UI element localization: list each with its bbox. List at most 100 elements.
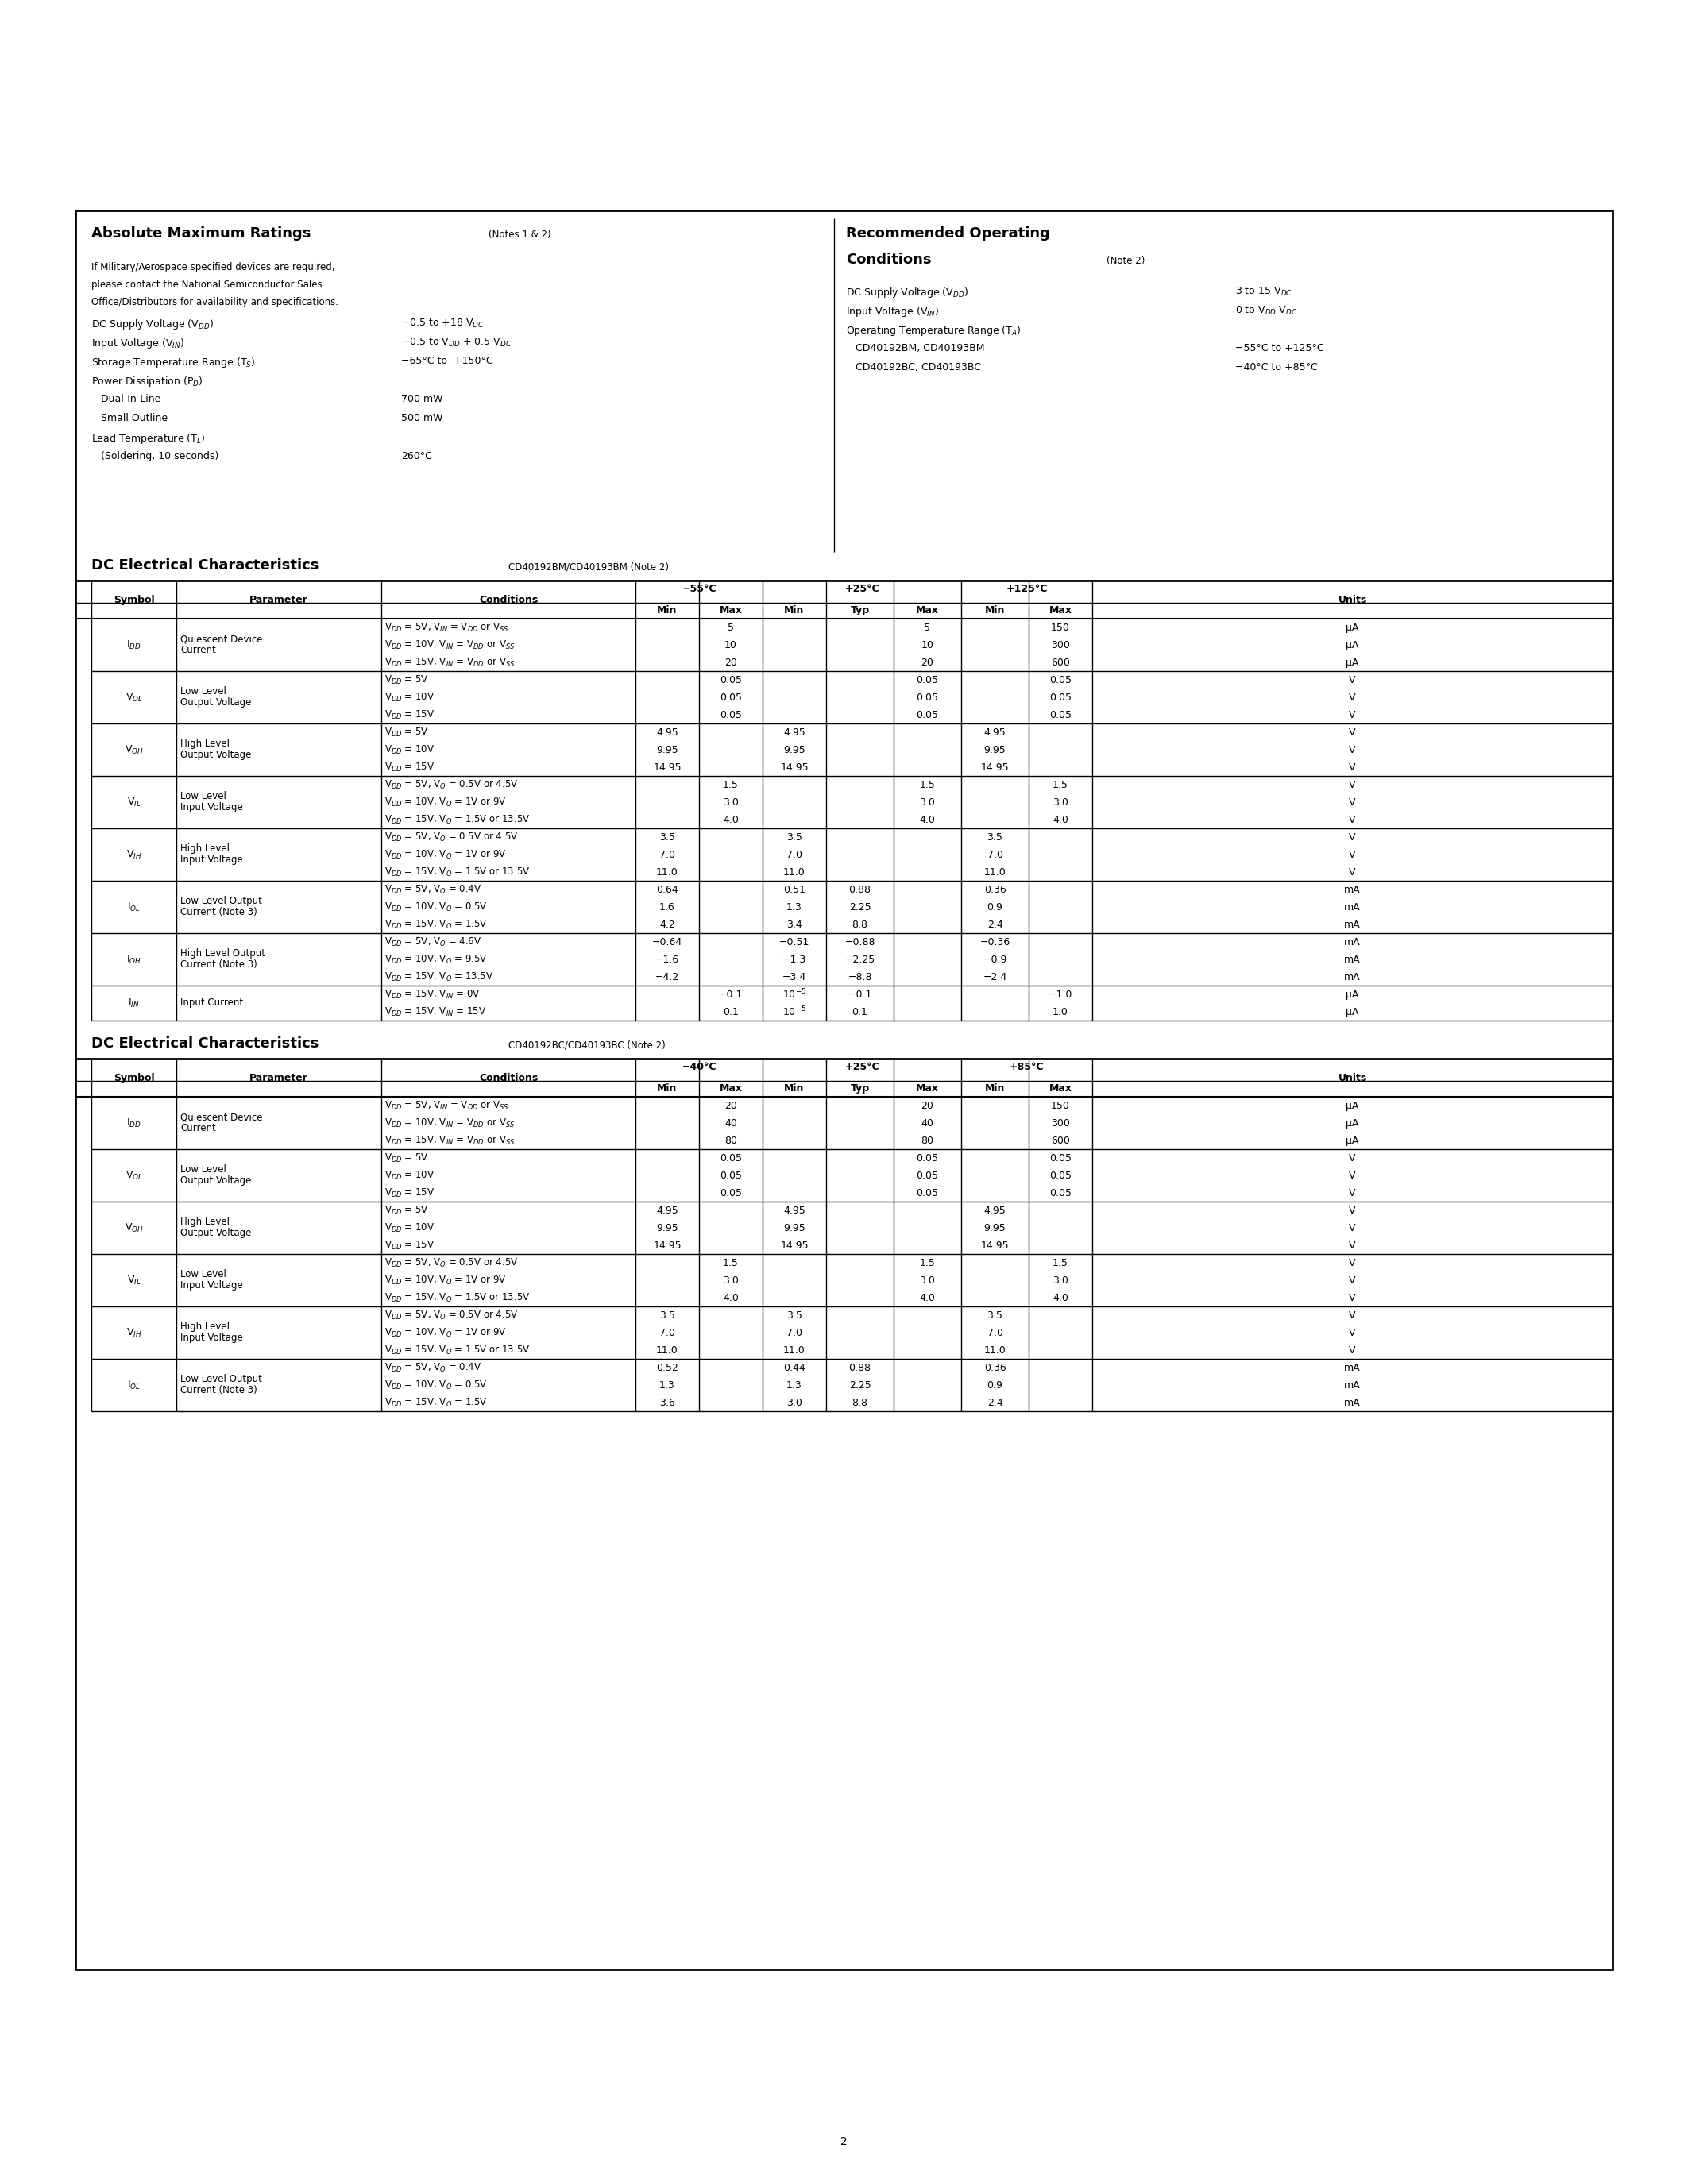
Bar <box>76 210 1612 1970</box>
Text: 0.44: 0.44 <box>783 1363 805 1374</box>
Text: Min: Min <box>984 1083 1004 1094</box>
Text: V: V <box>1349 850 1355 860</box>
Text: 10$^{-5}$: 10$^{-5}$ <box>782 1005 807 1018</box>
Text: V$_{DD}$ = 5V, V$_{IN}$ = V$_{DD}$ or V$_{SS}$: V$_{DD}$ = 5V, V$_{IN}$ = V$_{DD}$ or V$… <box>385 622 510 633</box>
Text: Low Level: Low Level <box>181 1269 226 1280</box>
Text: 300: 300 <box>1052 640 1070 651</box>
Text: DC Electrical Characteristics: DC Electrical Characteristics <box>91 559 319 572</box>
Text: 1.0: 1.0 <box>1053 1007 1069 1018</box>
Text: V$_{DD}$ = 5V, V$_O$ = 0.4V: V$_{DD}$ = 5V, V$_O$ = 0.4V <box>385 885 481 895</box>
Text: V$_{DD}$ = 5V, V$_O$ = 0.4V: V$_{DD}$ = 5V, V$_O$ = 0.4V <box>385 1361 481 1374</box>
Text: Current (Note 3): Current (Note 3) <box>181 906 257 917</box>
Text: Max: Max <box>917 1083 939 1094</box>
Text: 7.0: 7.0 <box>660 1328 675 1339</box>
Text: 4.95: 4.95 <box>657 727 679 738</box>
Text: Output Voltage: Output Voltage <box>181 1227 252 1238</box>
Text: 4.95: 4.95 <box>783 727 805 738</box>
Text: mA: mA <box>1344 902 1361 913</box>
Text: 4.0: 4.0 <box>920 815 935 826</box>
Text: −1.6: −1.6 <box>655 954 679 965</box>
Text: V$_{DD}$ = 15V, V$_{IN}$ = V$_{DD}$ or V$_{SS}$: V$_{DD}$ = 15V, V$_{IN}$ = V$_{DD}$ or V… <box>385 657 515 668</box>
Text: V$_{DD}$ = 5V, V$_O$ = 4.6V: V$_{DD}$ = 5V, V$_O$ = 4.6V <box>385 937 481 948</box>
Text: 3.6: 3.6 <box>660 1398 675 1409</box>
Text: 0.05: 0.05 <box>917 1171 939 1182</box>
Text: 7.0: 7.0 <box>987 850 1003 860</box>
Text: V: V <box>1349 1188 1355 1199</box>
Text: 0.9: 0.9 <box>987 902 1003 913</box>
Text: 9.95: 9.95 <box>657 1223 679 1234</box>
Text: −2.4: −2.4 <box>982 972 1008 983</box>
Text: Power Dissipation (P$_D$): Power Dissipation (P$_D$) <box>91 376 203 389</box>
Text: 0.05: 0.05 <box>1050 1171 1072 1182</box>
Text: V: V <box>1349 1153 1355 1164</box>
Text: (Notes 1 & 2): (Notes 1 & 2) <box>488 229 550 240</box>
Text: Min: Min <box>785 605 805 616</box>
Text: V$_{OL}$: V$_{OL}$ <box>125 1168 142 1182</box>
Text: 0.05: 0.05 <box>719 1153 743 1164</box>
Text: V: V <box>1349 1241 1355 1251</box>
Text: −1.3: −1.3 <box>782 954 807 965</box>
Text: 3.5: 3.5 <box>787 1310 802 1321</box>
Text: 8.8: 8.8 <box>852 1398 868 1409</box>
Text: 0.88: 0.88 <box>849 1363 871 1374</box>
Text: −0.36: −0.36 <box>979 937 1009 948</box>
Text: −40°C to +85°C: −40°C to +85°C <box>1236 363 1318 373</box>
Text: Symbol: Symbol <box>113 1072 154 1083</box>
Text: 4.95: 4.95 <box>783 1206 805 1216</box>
Text: 1.5: 1.5 <box>920 780 935 791</box>
Text: V: V <box>1349 867 1355 878</box>
Text: 3.5: 3.5 <box>660 832 675 843</box>
Text: 3 to 15 V$_{DC}$: 3 to 15 V$_{DC}$ <box>1236 286 1293 297</box>
Text: −55°C: −55°C <box>682 583 716 594</box>
Text: V$_{DD}$ = 5V, V$_O$ = 0.5V or 4.5V: V$_{DD}$ = 5V, V$_O$ = 0.5V or 4.5V <box>385 832 518 843</box>
Text: V$_{DD}$ = 15V: V$_{DD}$ = 15V <box>385 1238 436 1251</box>
Text: V$_{DD}$ = 10V, V$_O$ = 1V or 9V: V$_{DD}$ = 10V, V$_O$ = 1V or 9V <box>385 1326 506 1339</box>
Text: V: V <box>1349 710 1355 721</box>
Text: mA: mA <box>1344 1380 1361 1391</box>
Text: 2.25: 2.25 <box>849 1380 871 1391</box>
Text: V$_{IH}$: V$_{IH}$ <box>127 850 142 860</box>
Text: V$_{DD}$ = 10V, V$_O$ = 9.5V: V$_{DD}$ = 10V, V$_O$ = 9.5V <box>385 954 488 965</box>
Text: 0.36: 0.36 <box>984 1363 1006 1374</box>
Text: V: V <box>1349 797 1355 808</box>
Text: Conditions: Conditions <box>479 1072 538 1083</box>
Text: 7.0: 7.0 <box>787 1328 802 1339</box>
Text: 1.3: 1.3 <box>787 1380 802 1391</box>
Text: Parameter: Parameter <box>250 1072 309 1083</box>
Text: 1.3: 1.3 <box>660 1380 675 1391</box>
Text: μA: μA <box>1345 1007 1359 1018</box>
Text: 14.95: 14.95 <box>653 1241 682 1251</box>
Text: 0.36: 0.36 <box>984 885 1006 895</box>
Text: 11.0: 11.0 <box>657 1345 679 1356</box>
Text: 14.95: 14.95 <box>653 762 682 773</box>
Text: V$_{DD}$ = 10V, V$_O$ = 0.5V: V$_{DD}$ = 10V, V$_O$ = 0.5V <box>385 1378 488 1391</box>
Text: 0.05: 0.05 <box>1050 675 1072 686</box>
Text: 1.3: 1.3 <box>787 902 802 913</box>
Text: V$_{IH}$: V$_{IH}$ <box>127 1326 142 1339</box>
Text: Conditions: Conditions <box>479 594 538 605</box>
Text: V$_{DD}$ = 15V, V$_O$ = 1.5V or 13.5V: V$_{DD}$ = 15V, V$_O$ = 1.5V or 13.5V <box>385 1343 530 1356</box>
Text: 4.0: 4.0 <box>1053 815 1069 826</box>
Text: V$_{DD}$ = 15V, V$_{IN}$ = V$_{DD}$ or V$_{SS}$: V$_{DD}$ = 15V, V$_{IN}$ = V$_{DD}$ or V… <box>385 1133 515 1147</box>
Text: 0.64: 0.64 <box>657 885 679 895</box>
Text: mA: mA <box>1344 885 1361 895</box>
Text: −0.51: −0.51 <box>780 937 810 948</box>
Text: −65°C to  +150°C: −65°C to +150°C <box>402 356 493 367</box>
Text: 7.0: 7.0 <box>660 850 675 860</box>
Text: μA: μA <box>1345 989 1359 1000</box>
Text: 5: 5 <box>925 622 930 633</box>
Text: −0.1: −0.1 <box>847 989 873 1000</box>
Text: 0.05: 0.05 <box>917 1153 939 1164</box>
Text: 80: 80 <box>922 1136 933 1147</box>
Text: 11.0: 11.0 <box>783 867 805 878</box>
Text: CD40192BC/CD40193BC (Note 2): CD40192BC/CD40193BC (Note 2) <box>508 1040 665 1051</box>
Text: CD40192BC, CD40193BC: CD40192BC, CD40193BC <box>846 363 981 373</box>
Text: 40: 40 <box>922 1118 933 1129</box>
Text: (Note 2): (Note 2) <box>1107 256 1144 266</box>
Text: V: V <box>1349 762 1355 773</box>
Text: V$_{DD}$ = 15V, V$_O$ = 1.5V or 13.5V: V$_{DD}$ = 15V, V$_O$ = 1.5V or 13.5V <box>385 1291 530 1304</box>
Text: −2.25: −2.25 <box>844 954 874 965</box>
Text: 0.51: 0.51 <box>783 885 805 895</box>
Text: 3.5: 3.5 <box>987 832 1003 843</box>
Text: V$_{OH}$: V$_{OH}$ <box>125 745 143 756</box>
